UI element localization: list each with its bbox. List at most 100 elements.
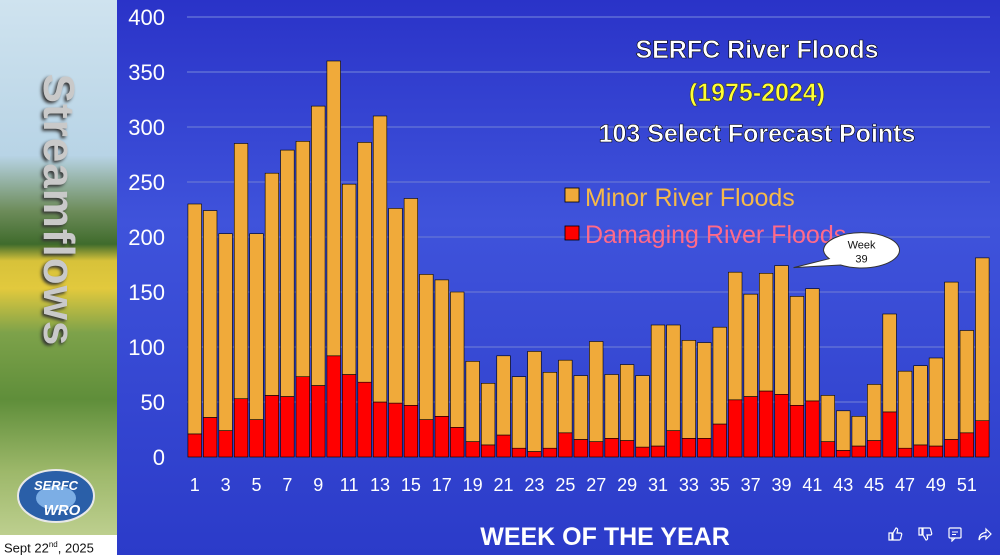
bar-damaging-week-30	[635, 446, 650, 458]
bar-minor-week-1	[187, 203, 202, 435]
y-tick-label: 400	[128, 5, 165, 30]
bar-damaging-week-27	[589, 441, 604, 458]
bar-damaging-week-14	[388, 402, 403, 458]
bar-minor-week-34	[697, 342, 712, 439]
bar-damaging-week-1	[187, 433, 202, 458]
x-tick-label: 35	[710, 475, 730, 495]
bar-minor-week-49	[928, 357, 944, 447]
x-tick-label: 45	[864, 475, 884, 495]
bar-minor-week-37	[743, 293, 758, 397]
bar-minor-week-19	[465, 360, 480, 442]
y-tick-label: 250	[128, 170, 165, 195]
thumbs-up-icon[interactable]	[883, 522, 907, 546]
x-tick-label: 31	[648, 475, 668, 495]
bar-damaging-week-13	[372, 401, 388, 458]
bar-minor-week-4	[233, 143, 249, 399]
date-suffix: nd	[48, 540, 58, 549]
bar-damaging-week-38	[758, 390, 774, 458]
legend-swatch-damaging	[564, 225, 580, 241]
x-tick-label: 17	[432, 475, 452, 495]
bar-damaging-week-18	[450, 426, 465, 458]
bar-minor-week-21	[496, 355, 511, 436]
callout-line-2: 39	[855, 254, 867, 266]
bar-damaging-week-49	[928, 445, 944, 458]
serfc-wro-logo: SERFC WRO	[17, 469, 95, 523]
bar-damaging-week-2	[203, 417, 218, 458]
bar-damaging-week-51	[959, 432, 974, 458]
x-tick-label: 7	[282, 475, 292, 495]
bar-damaging-week-35	[712, 423, 727, 458]
bar-damaging-week-39	[774, 393, 789, 458]
bar-damaging-week-50	[944, 439, 959, 458]
bar-damaging-week-20	[481, 444, 496, 458]
feedback-toolbar	[880, 522, 1000, 546]
bar-minor-week-23	[527, 351, 542, 452]
bar-minor-week-15	[403, 198, 419, 406]
bar-minor-week-25	[558, 359, 573, 434]
bar-minor-week-13	[372, 115, 388, 403]
sidebar-title: Streamflows	[34, 73, 83, 347]
bar-damaging-week-28	[604, 437, 619, 458]
x-tick-label: 47	[895, 475, 915, 495]
chart-subtitle-points: 103 Select Forecast Points	[599, 120, 916, 148]
date-year: , 2025	[57, 540, 94, 555]
bar-damaging-week-31	[650, 445, 666, 458]
date-main: Sept 22	[4, 540, 49, 555]
bar-damaging-week-43	[836, 450, 851, 458]
bar-damaging-week-23	[527, 451, 542, 458]
bar-minor-week-22	[511, 376, 527, 449]
bar-damaging-week-6	[264, 395, 280, 458]
bar-damaging-week-21	[496, 434, 511, 458]
x-tick-label: 33	[679, 475, 699, 495]
x-tick-label: 19	[463, 475, 483, 495]
legend-label-damaging: Damaging River Floods	[585, 221, 846, 249]
bar-minor-week-14	[388, 208, 403, 404]
x-tick-label: 1	[190, 475, 200, 495]
x-tick-label: 11	[340, 475, 359, 495]
bar-damaging-week-45	[867, 440, 882, 458]
bar-damaging-week-16	[419, 419, 434, 458]
bar-minor-week-47	[897, 370, 913, 449]
y-tick-label: 0	[153, 445, 165, 470]
bar-minor-week-38	[758, 272, 774, 392]
x-tick-label: 9	[313, 475, 323, 495]
bar-damaging-week-46	[882, 411, 897, 458]
bar-minor-week-52	[975, 257, 990, 421]
bar-minor-week-17	[434, 279, 449, 417]
logo-text-bottom: WRO	[44, 502, 81, 519]
callout-bubble	[793, 232, 901, 269]
comment-icon[interactable]	[943, 522, 967, 546]
legend: Minor River Floods Damaging River Floods	[564, 184, 846, 249]
bar-minor-week-5	[249, 233, 264, 420]
x-tick-label: 41	[802, 475, 822, 495]
bar-damaging-week-10	[326, 355, 341, 458]
sidebar-photo-panel: Streamflows SERFC WRO Sept 22nd, 2025	[0, 0, 117, 555]
bars	[187, 60, 990, 458]
share-icon[interactable]	[973, 522, 997, 546]
bar-minor-week-16	[419, 274, 434, 420]
bar-minor-week-43	[836, 410, 851, 451]
chart-area: 0 50 100 150 200 250 300 350 400 1 3 5 7 9 11 13 15 17 19…	[117, 0, 1000, 555]
bar-minor-week-50	[944, 281, 959, 440]
bar-minor-week-26	[573, 375, 588, 440]
bar-minor-week-6	[264, 172, 280, 396]
bar-minor-week-24	[542, 371, 557, 449]
bar-damaging-week-8	[295, 376, 310, 458]
bar-minor-week-39	[774, 265, 789, 395]
y-tick-label: 200	[128, 225, 165, 250]
x-tick-label: 29	[617, 475, 637, 495]
bar-minor-week-27	[589, 341, 604, 442]
bar-minor-week-30	[635, 375, 650, 448]
bar-minor-week-3	[218, 233, 233, 431]
bar-minor-week-8	[295, 141, 310, 377]
thumbs-down-icon[interactable]	[913, 522, 937, 546]
bar-minor-week-2	[203, 210, 218, 418]
bar-minor-week-46	[882, 313, 897, 413]
bar-damaging-week-41	[805, 400, 820, 458]
bar-damaging-week-24	[542, 447, 557, 458]
bar-minor-week-36	[728, 271, 743, 401]
bar-minor-week-28	[604, 374, 619, 439]
chart-subtitle: (1975-2024)	[689, 79, 825, 107]
x-tick-label: 25	[555, 475, 575, 495]
